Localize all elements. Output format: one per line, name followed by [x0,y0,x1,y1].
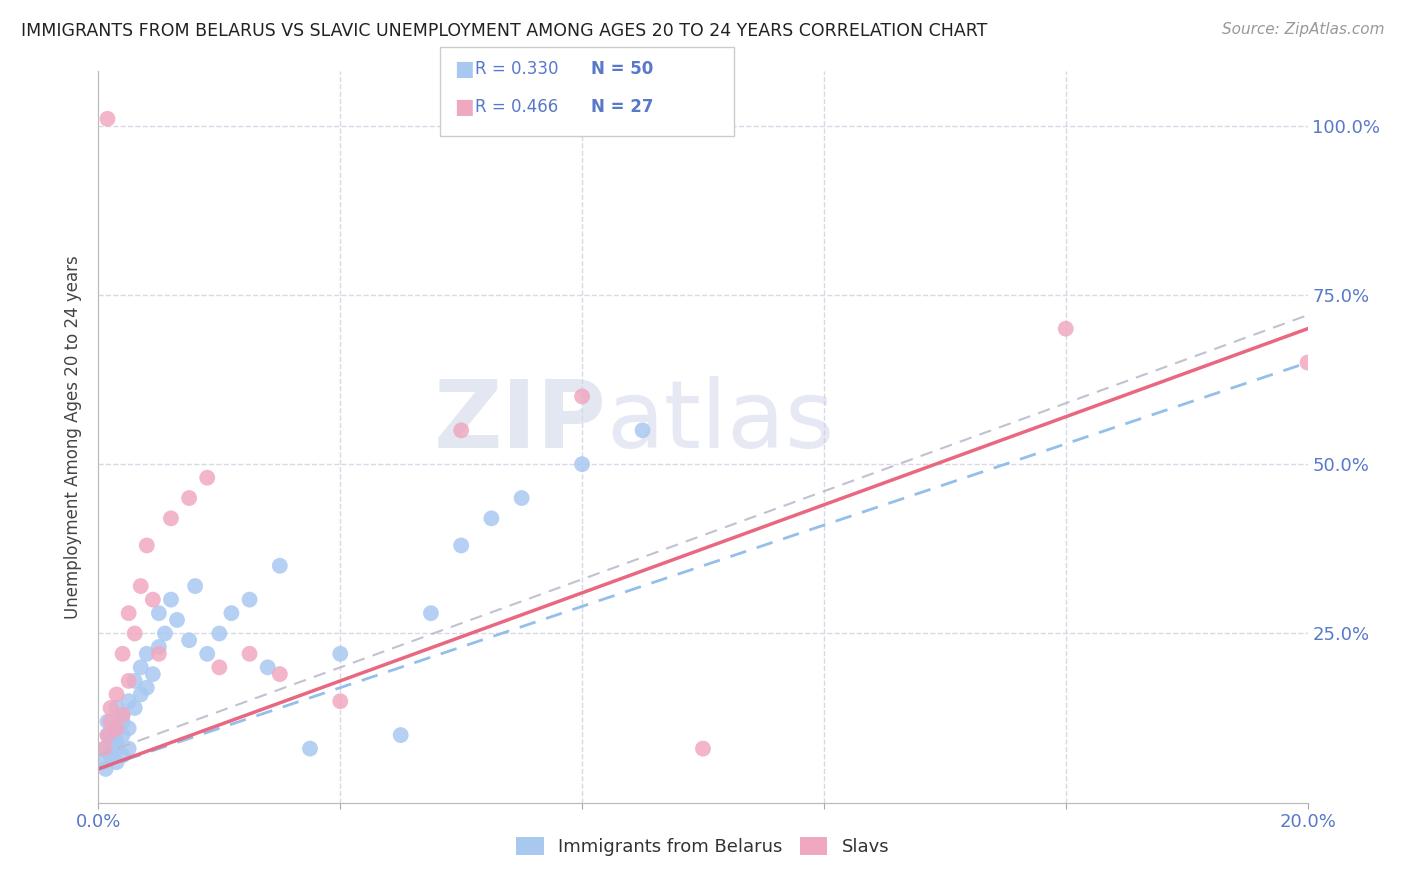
Point [239,647,262,661]
Point [135,538,157,552]
Point [129,579,152,593]
Point [184,579,207,593]
Point [239,592,262,607]
Point [100,728,122,742]
Point [124,626,146,640]
Text: N = 27: N = 27 [591,98,652,116]
Point [269,558,291,573]
Point [100,748,122,763]
Point [111,714,134,729]
Point [111,748,134,763]
Point [631,423,654,437]
Point [129,660,152,674]
Point [100,701,122,715]
Point [142,592,165,607]
Point [208,660,231,674]
Point [118,721,141,735]
Point [103,735,125,749]
Legend: Immigrants from Belarus, Slavs: Immigrants from Belarus, Slavs [509,830,897,863]
Point [1054,322,1077,336]
Text: R = 0.330: R = 0.330 [475,60,558,78]
Point [129,688,152,702]
Point [111,707,134,722]
Point [571,389,593,403]
Point [100,741,122,756]
Point [124,701,146,715]
Point [96,714,118,729]
Point [105,721,128,735]
Point [135,647,157,661]
Point [124,673,146,688]
Point [148,647,170,661]
Y-axis label: Unemployment Among Ages 20 to 24 years: Unemployment Among Ages 20 to 24 years [65,255,83,619]
Point [105,755,128,769]
Point [105,701,128,715]
Point [1296,355,1319,369]
Text: ■: ■ [454,59,474,78]
Point [153,626,176,640]
Point [329,694,352,708]
Point [148,606,170,620]
Point [93,741,115,756]
Point [142,667,165,681]
Point [160,592,183,607]
Point [96,728,118,742]
Point [96,112,118,126]
Point [571,457,593,471]
Point [420,606,443,620]
Point [329,647,352,661]
Text: R = 0.466: R = 0.466 [475,98,558,116]
Point [118,673,141,688]
Text: ZIP: ZIP [433,376,606,468]
Point [135,681,157,695]
Point [299,741,322,756]
Point [148,640,170,654]
Point [160,511,183,525]
Point [195,471,218,485]
Point [692,741,714,756]
Text: Source: ZipAtlas.com: Source: ZipAtlas.com [1222,22,1385,37]
Point [389,728,412,742]
Point [256,660,278,674]
Text: N = 50: N = 50 [591,60,652,78]
Point [510,491,533,505]
Point [195,647,218,661]
Point [111,728,134,742]
Point [166,613,188,627]
Point [91,755,114,769]
Point [94,762,117,776]
Point [100,714,122,729]
Point [179,491,201,505]
Text: IMMIGRANTS FROM BELARUS VS SLAVIC UNEMPLOYMENT AMONG AGES 20 TO 24 YEARS CORRELA: IMMIGRANTS FROM BELARUS VS SLAVIC UNEMPL… [21,22,987,40]
Point [96,728,118,742]
Point [105,741,128,756]
Point [481,511,503,525]
Point [105,721,128,735]
Text: ■: ■ [454,97,474,117]
Point [118,606,141,620]
Point [179,633,201,648]
Point [105,688,128,702]
Point [118,694,141,708]
Point [208,626,231,640]
Point [93,741,115,756]
Point [118,741,141,756]
Point [269,667,291,681]
Point [450,538,472,552]
Point [111,707,134,722]
Point [111,647,134,661]
Point [450,423,472,437]
Point [105,735,128,749]
Text: atlas: atlas [606,376,835,468]
Point [221,606,243,620]
